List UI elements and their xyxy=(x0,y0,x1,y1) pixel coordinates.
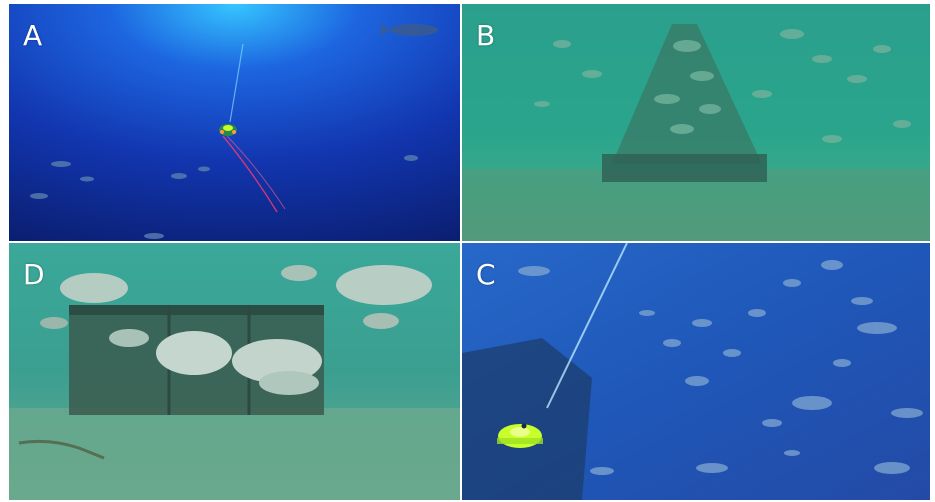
fish-school xyxy=(534,29,911,143)
fish-school xyxy=(518,260,923,475)
rov-icon xyxy=(219,124,237,136)
panel-a: A xyxy=(9,4,460,241)
seabed xyxy=(9,408,460,500)
tether-line xyxy=(546,243,628,409)
fish-school xyxy=(30,24,438,239)
rov-icon xyxy=(497,423,543,448)
panel-b: B xyxy=(462,4,930,241)
tether-red-cable xyxy=(222,135,278,213)
tether-line xyxy=(229,43,244,123)
panel-label-a: A xyxy=(23,19,43,52)
panel-d: D xyxy=(9,243,460,500)
panel-c-photo xyxy=(462,243,930,500)
panel-label-c: C xyxy=(476,258,496,291)
panel-c: C xyxy=(462,243,930,500)
panel-b-photo xyxy=(462,4,930,241)
reef-structure xyxy=(612,24,762,164)
panel-a-photo xyxy=(9,4,460,241)
panel-d-photo xyxy=(9,243,460,500)
panel-label-b: B xyxy=(476,19,496,52)
reef-structure xyxy=(462,338,592,500)
panel-label-d: D xyxy=(23,258,45,291)
fish-school xyxy=(40,265,432,395)
